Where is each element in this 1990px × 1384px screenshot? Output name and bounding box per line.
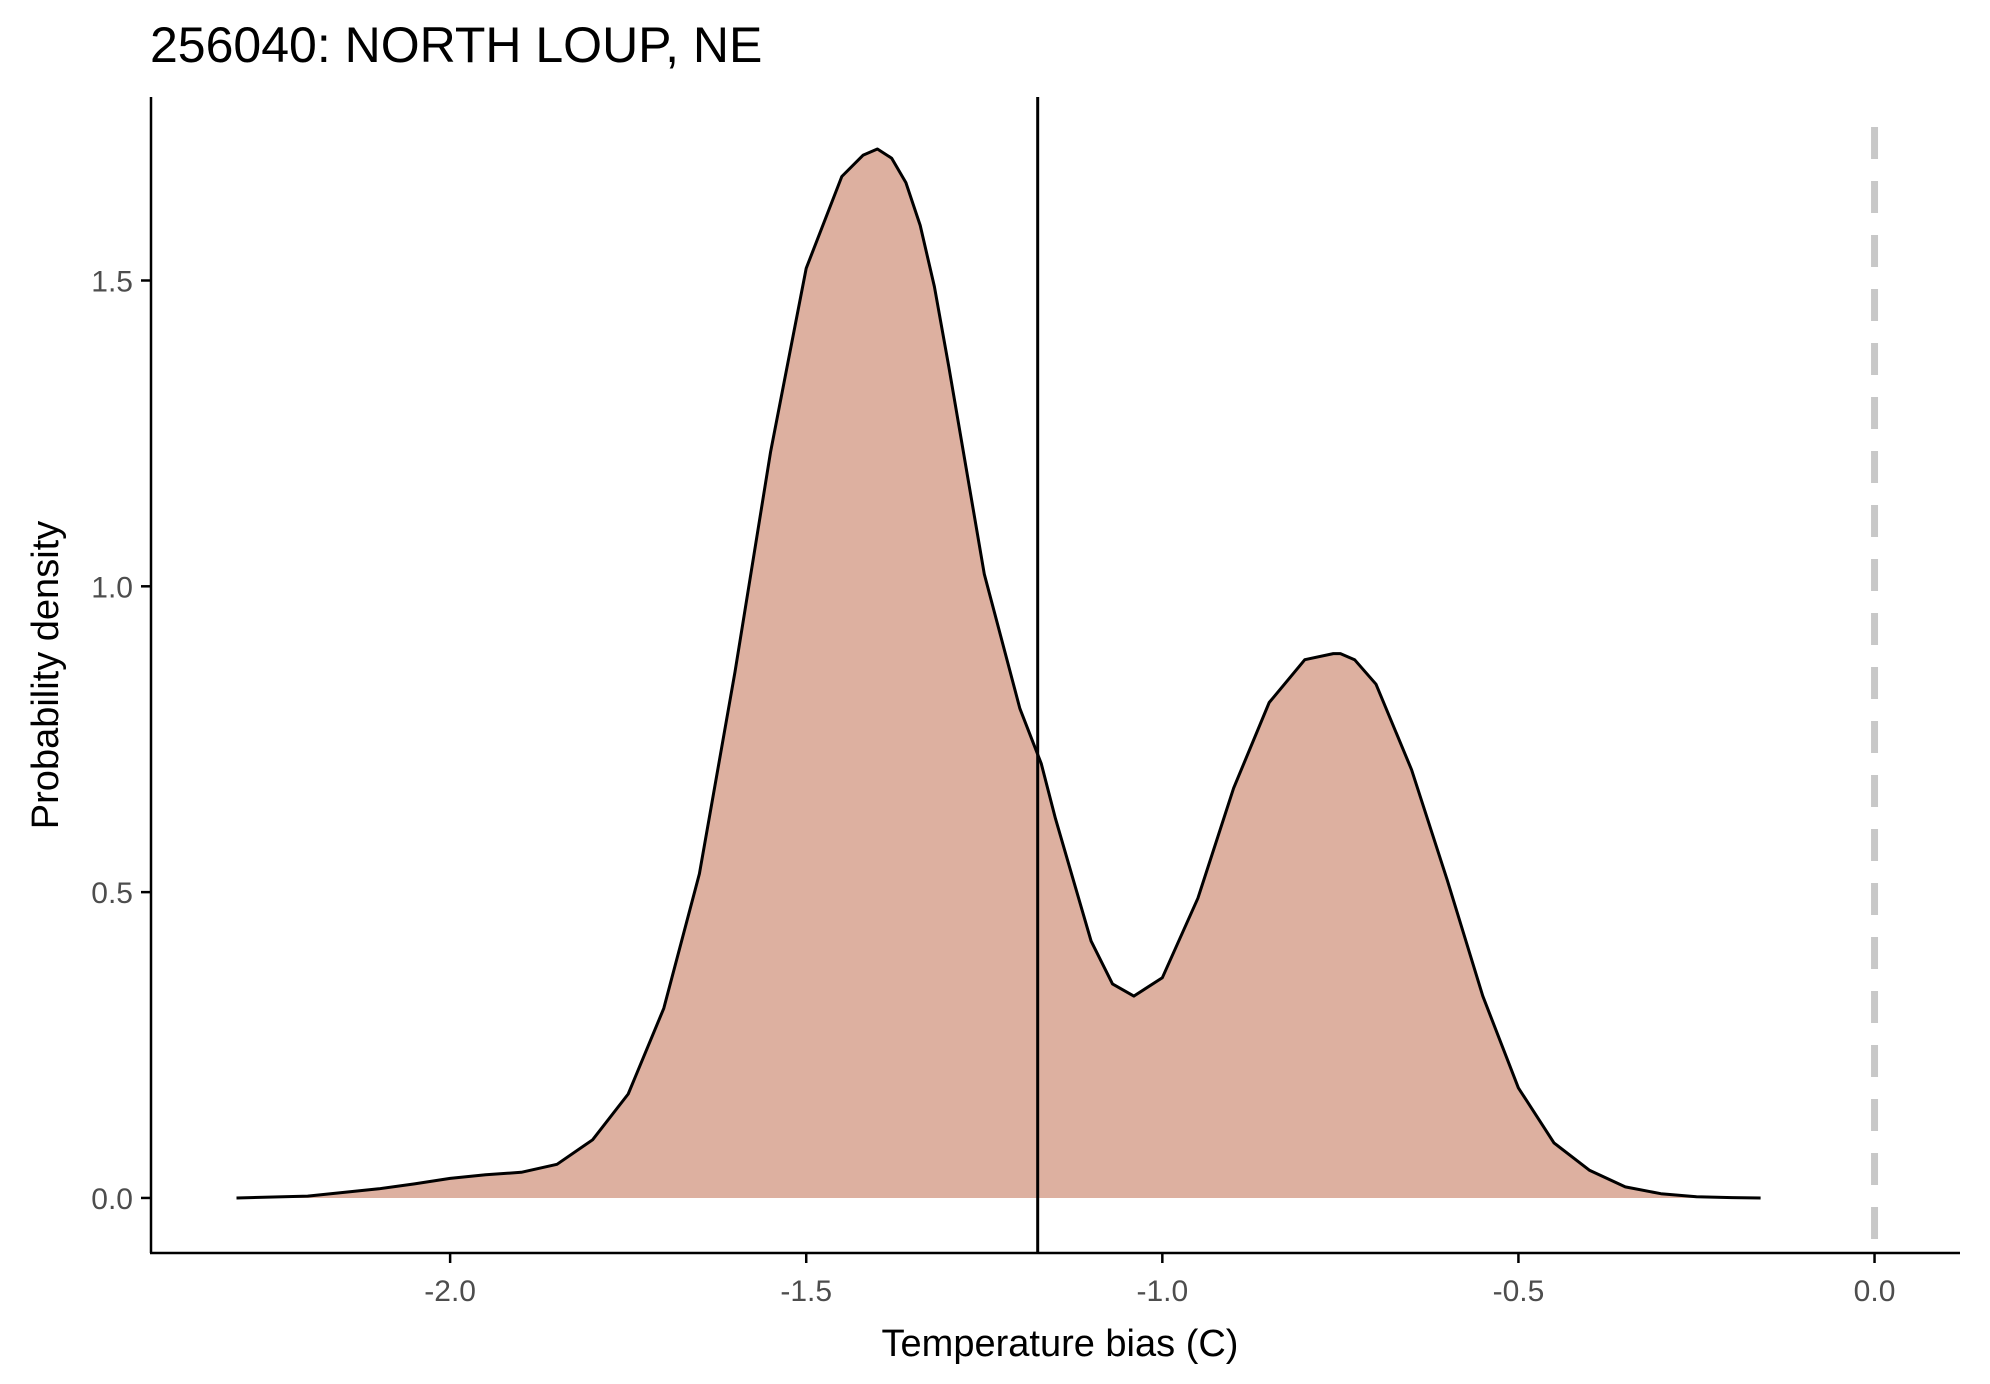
x-tick-label: -0.5 xyxy=(1493,1275,1545,1308)
density-line-0 xyxy=(236,147,1761,1200)
x-axis-ticks: -2.0 -1.5 -1.0 -0.5 0.0 xyxy=(424,1253,1895,1308)
y-tick-label: 1.0 xyxy=(91,571,133,604)
y-tick-label: 0.0 xyxy=(91,1183,133,1216)
x-tick-label: -1.0 xyxy=(1136,1275,1188,1308)
x-axis-title: Temperature bias (C) xyxy=(882,1323,1239,1365)
chart-title: 256040: NORTH LOUP, NE xyxy=(150,17,762,73)
y-axis-title: Probability density xyxy=(25,521,67,829)
plot-area xyxy=(236,97,1879,1253)
density-area-0 xyxy=(236,149,1761,1198)
y-axis-ticks: 0.0 0.5 1.0 1.5 xyxy=(91,265,151,1216)
x-tick-label: 0.0 xyxy=(1854,1275,1896,1308)
x-tick-label: -1.5 xyxy=(780,1275,832,1308)
x-tick-label: -2.0 xyxy=(424,1275,476,1308)
y-tick-label: 0.5 xyxy=(91,877,133,910)
y-tick-label: 1.5 xyxy=(91,265,133,298)
